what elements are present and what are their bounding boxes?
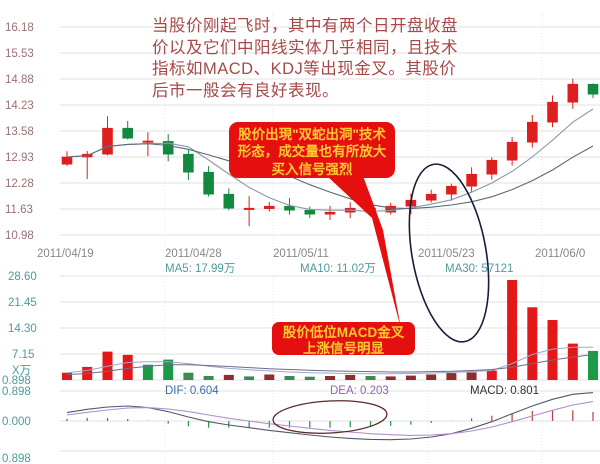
svg-text:11.63: 11.63: [5, 204, 33, 216]
svg-text:2011/04/28: 2011/04/28: [165, 248, 222, 260]
svg-text:7.15: 7.15: [12, 349, 34, 361]
svg-text:13.58: 13.58: [5, 126, 34, 138]
svg-text:28.60: 28.60: [8, 271, 37, 283]
svg-text:14.30: 14.30: [8, 323, 37, 335]
svg-text:DIF: 0.604: DIF: 0.604: [165, 385, 219, 397]
svg-text:MA10: 11.02万: MA10: 11.02万: [300, 263, 376, 275]
svg-text:14.88: 14.88: [5, 74, 34, 86]
svg-text:2011/05/23: 2011/05/23: [418, 248, 475, 260]
svg-text:12.28: 12.28: [5, 178, 34, 190]
svg-text:12.93: 12.93: [5, 152, 34, 164]
svg-text:14.23: 14.23: [5, 100, 34, 112]
svg-text:2011/04/19: 2011/04/19: [37, 248, 94, 260]
svg-text:MA5: 17.99万: MA5: 17.99万: [165, 263, 235, 275]
svg-text:0.000: 0.000: [2, 416, 31, 428]
svg-text:15.53: 15.53: [5, 48, 34, 60]
svg-text:MA30: 57121: MA30: 57121: [445, 263, 513, 275]
svg-text:2011/05/11: 2011/05/11: [273, 248, 329, 260]
svg-text:21.45: 21.45: [8, 297, 37, 309]
svg-text:MACD: 0.801: MACD: 0.801: [470, 385, 539, 397]
svg-text:2011/06/0: 2011/06/0: [535, 248, 585, 260]
svg-text:DEA: 0.203: DEA: 0.203: [330, 385, 389, 397]
svg-text:16.18: 16.18: [5, 22, 34, 34]
svg-text:0.898: 0.898: [2, 453, 31, 464]
svg-text:10.98: 10.98: [5, 230, 34, 242]
svg-text:0.898: 0.898: [2, 386, 31, 398]
